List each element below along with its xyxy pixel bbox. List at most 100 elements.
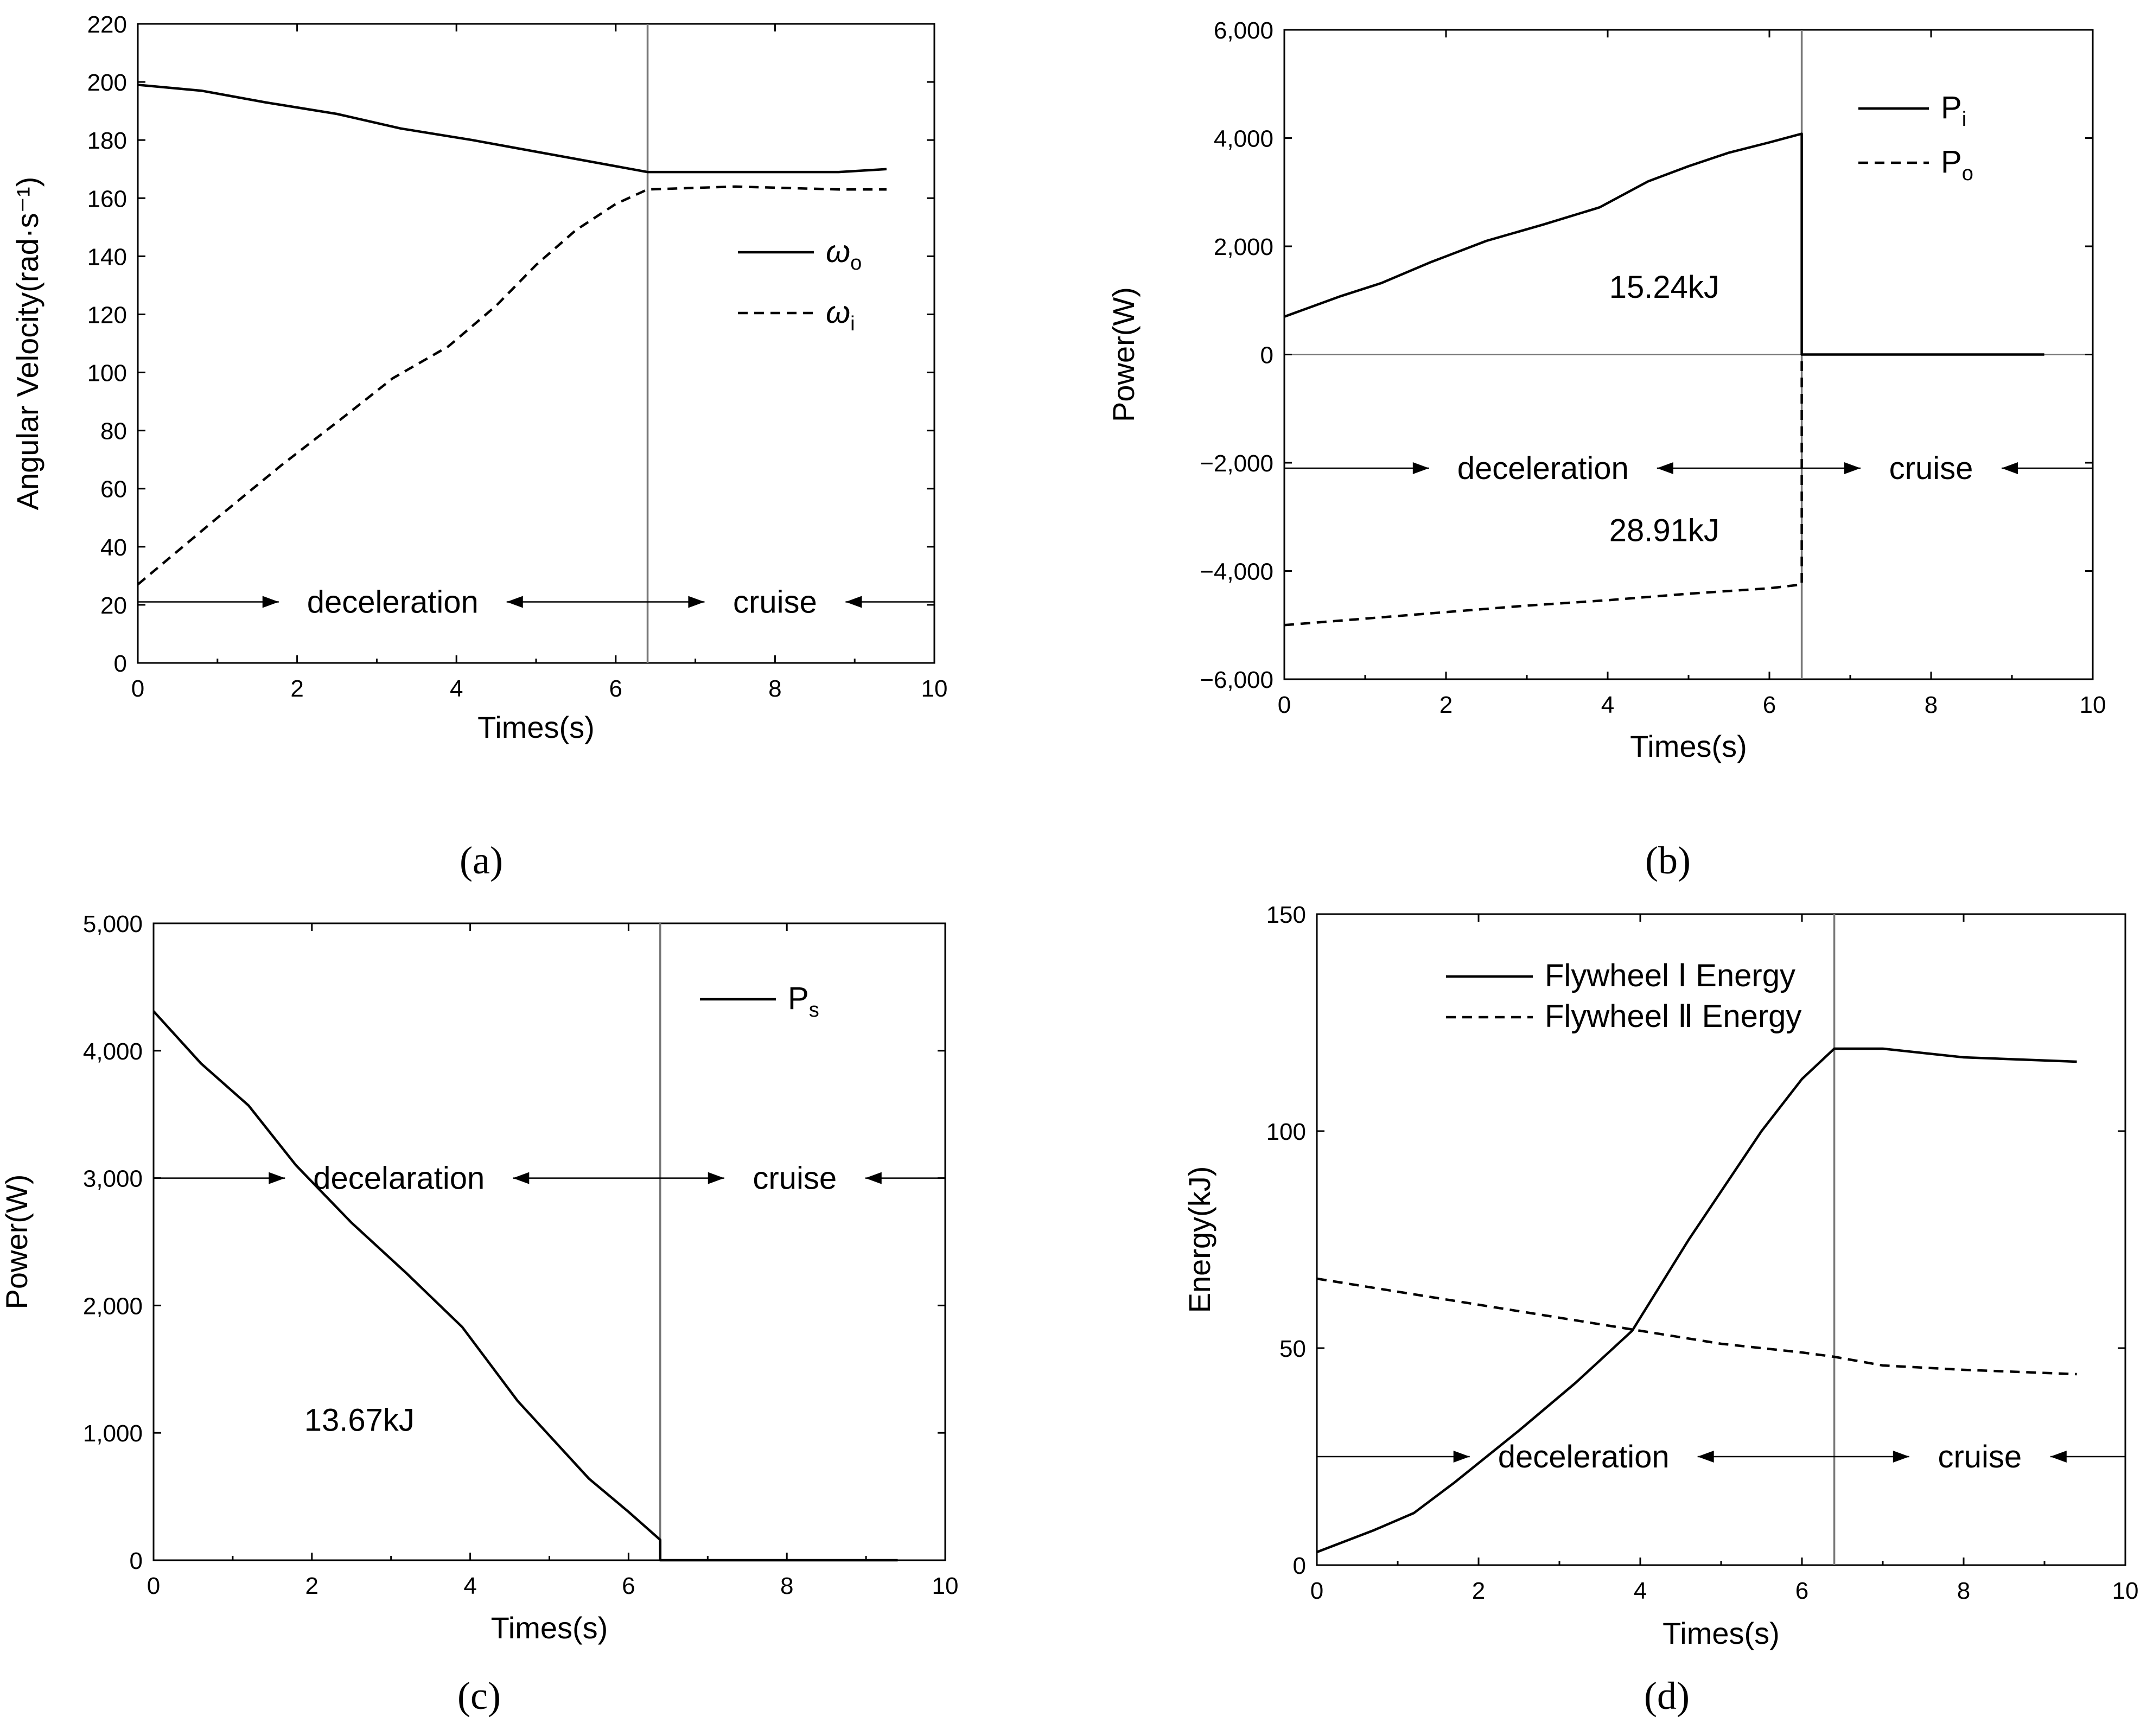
- x-tick-label: 8: [768, 675, 781, 702]
- y-tick-label: 1,000: [83, 1420, 143, 1447]
- legend-label: Ps: [788, 981, 819, 1022]
- arrow-head: [1697, 1451, 1714, 1463]
- x-tick-label: 10: [2080, 692, 2106, 718]
- y-tick-label: 100: [1266, 1119, 1306, 1145]
- chart-c: 0 2 4 6 8 10 0 1,000 2,000 3,000 4,000 5,000 Times(s…: [0, 911, 958, 1718]
- legend-label-main: P: [1941, 144, 1962, 180]
- legend-label: Flywheel Ⅰ Energy: [1545, 958, 1795, 993]
- phase-label: deceleration: [1457, 451, 1629, 486]
- legend-label-main: P: [788, 981, 809, 1016]
- x-tick-label: 8: [1925, 692, 1938, 718]
- arrow-head: [506, 596, 523, 608]
- legend: Pi Po: [1858, 90, 1973, 185]
- series-line-d-1: [1316, 1277, 2077, 1376]
- x-tick-label: 4: [1634, 1578, 1647, 1604]
- legend-label: ωi: [826, 295, 855, 335]
- series-line-c-0: [152, 1010, 898, 1562]
- x-tick-label: 10: [2112, 1578, 2139, 1604]
- x-tick-label: 2: [1439, 692, 1453, 718]
- arrow-head: [865, 1172, 882, 1184]
- x-tick-label: 0: [131, 675, 144, 702]
- phase-label: cruise: [733, 585, 817, 620]
- panel-caption: (b): [1645, 839, 1691, 882]
- legend-label-sub: s: [809, 999, 819, 1022]
- y-tick-label: −6,000: [1200, 667, 1273, 693]
- arrow-head: [2050, 1451, 2067, 1463]
- arrow-head: [1453, 1451, 1470, 1463]
- phase-arrows: [1317, 1451, 2125, 1463]
- y-tick-label: 50: [1279, 1336, 1306, 1362]
- panel-caption: (d): [1644, 1674, 1690, 1718]
- x-tick-label: 2: [1472, 1578, 1485, 1604]
- y-tick-label: 80: [100, 418, 127, 445]
- plot-frame: [152, 922, 946, 1561]
- energy-annotation: 15.24kJ: [1609, 270, 1719, 305]
- plot-frame: [137, 23, 935, 664]
- series-line-a-1: [137, 185, 887, 586]
- x-tick-label: 10: [921, 675, 948, 702]
- series-line-d-0: [1316, 1047, 2077, 1554]
- y-tick-label: 4,000: [83, 1038, 143, 1065]
- phase-arrows: [138, 596, 934, 608]
- x-axis-label: Times(s): [491, 1611, 608, 1645]
- phase-label: cruise: [1889, 451, 1973, 486]
- legend-label: Po: [1941, 144, 1973, 185]
- legend-label-main: P: [1941, 90, 1962, 125]
- legend-label-main: ω: [826, 295, 850, 330]
- y-tick-label: 200: [87, 69, 127, 96]
- y-tick-label: 5,000: [83, 911, 143, 937]
- x-tick-label: 0: [1278, 692, 1291, 718]
- arrow-head: [688, 596, 705, 608]
- arrow-head: [708, 1172, 724, 1184]
- energy-annotation: 13.67kJ: [304, 1403, 415, 1438]
- phase-label: cruise: [753, 1161, 837, 1196]
- legend-label-sub: i: [850, 312, 855, 335]
- arrow-head: [2002, 462, 2018, 474]
- x-tick-label: 0: [147, 1573, 160, 1599]
- x-tick-label: 8: [1957, 1578, 1970, 1604]
- x-tick-label: 4: [1601, 692, 1614, 718]
- legend-label: ωo: [826, 234, 862, 275]
- x-tick-label: 4: [450, 675, 463, 702]
- series-line-b-0: [1284, 132, 2044, 356]
- arrow-head: [1844, 462, 1861, 474]
- legend-label-main: Flywheel Ⅱ Energy: [1545, 999, 1801, 1034]
- y-tick-label: −2,000: [1200, 450, 1273, 477]
- series-line-a-0: [137, 84, 887, 174]
- legend: Ps: [700, 981, 819, 1022]
- y-tick-label: 20: [100, 592, 127, 619]
- panel-caption: (c): [457, 1674, 501, 1718]
- y-tick-label: 160: [87, 186, 127, 212]
- legend-label: Flywheel Ⅱ Energy: [1545, 999, 1801, 1034]
- legend-label-main: Flywheel Ⅰ Energy: [1545, 958, 1795, 993]
- energy-annotation: 28.91kJ: [1609, 513, 1719, 548]
- phase-arrows: [154, 1172, 945, 1184]
- arrow-head: [845, 596, 862, 608]
- x-tick-label: 6: [1763, 692, 1776, 718]
- y-axis-label: Angular Velocity(rad·s⁻¹): [10, 177, 44, 510]
- legend: Flywheel Ⅰ Energy Flywheel Ⅱ Energy: [1446, 958, 1801, 1034]
- chart-a: 0 2 4 6 8 10020406080100120140160180200220Tim…: [10, 11, 947, 882]
- phase-label: deceleration: [307, 585, 479, 620]
- legend-label: Pi: [1941, 90, 1966, 131]
- phase-label: cruise: [1938, 1439, 2022, 1475]
- x-tick-label: 10: [932, 1573, 959, 1599]
- y-axis-label: Power(W): [0, 1175, 34, 1310]
- y-tick-label: 180: [87, 127, 127, 154]
- phase-label: decelaration: [313, 1161, 485, 1196]
- x-tick-label: 6: [609, 675, 622, 702]
- x-axis-label: Times(s): [1630, 729, 1747, 763]
- x-tick-label: 6: [1795, 1578, 1808, 1604]
- x-tick-label: 0: [1310, 1578, 1323, 1604]
- x-axis-label: Times(s): [1662, 1616, 1780, 1650]
- y-axis-label: Power(W): [1106, 287, 1141, 422]
- y-tick-label: 6,000: [1214, 17, 1273, 44]
- chart-b: 0 2 4 6 8 10 −6,000 −4,000 −2,000 0 2,000 4,000 6,00…: [1106, 17, 2106, 882]
- legend-label-sub: i: [1962, 108, 1966, 131]
- x-tick-label: 6: [622, 1573, 635, 1599]
- legend-label-main: ω: [826, 234, 850, 269]
- series-line-b-1: [1284, 354, 1803, 627]
- y-tick-label: 100: [87, 360, 127, 387]
- y-tick-label: 140: [87, 244, 127, 270]
